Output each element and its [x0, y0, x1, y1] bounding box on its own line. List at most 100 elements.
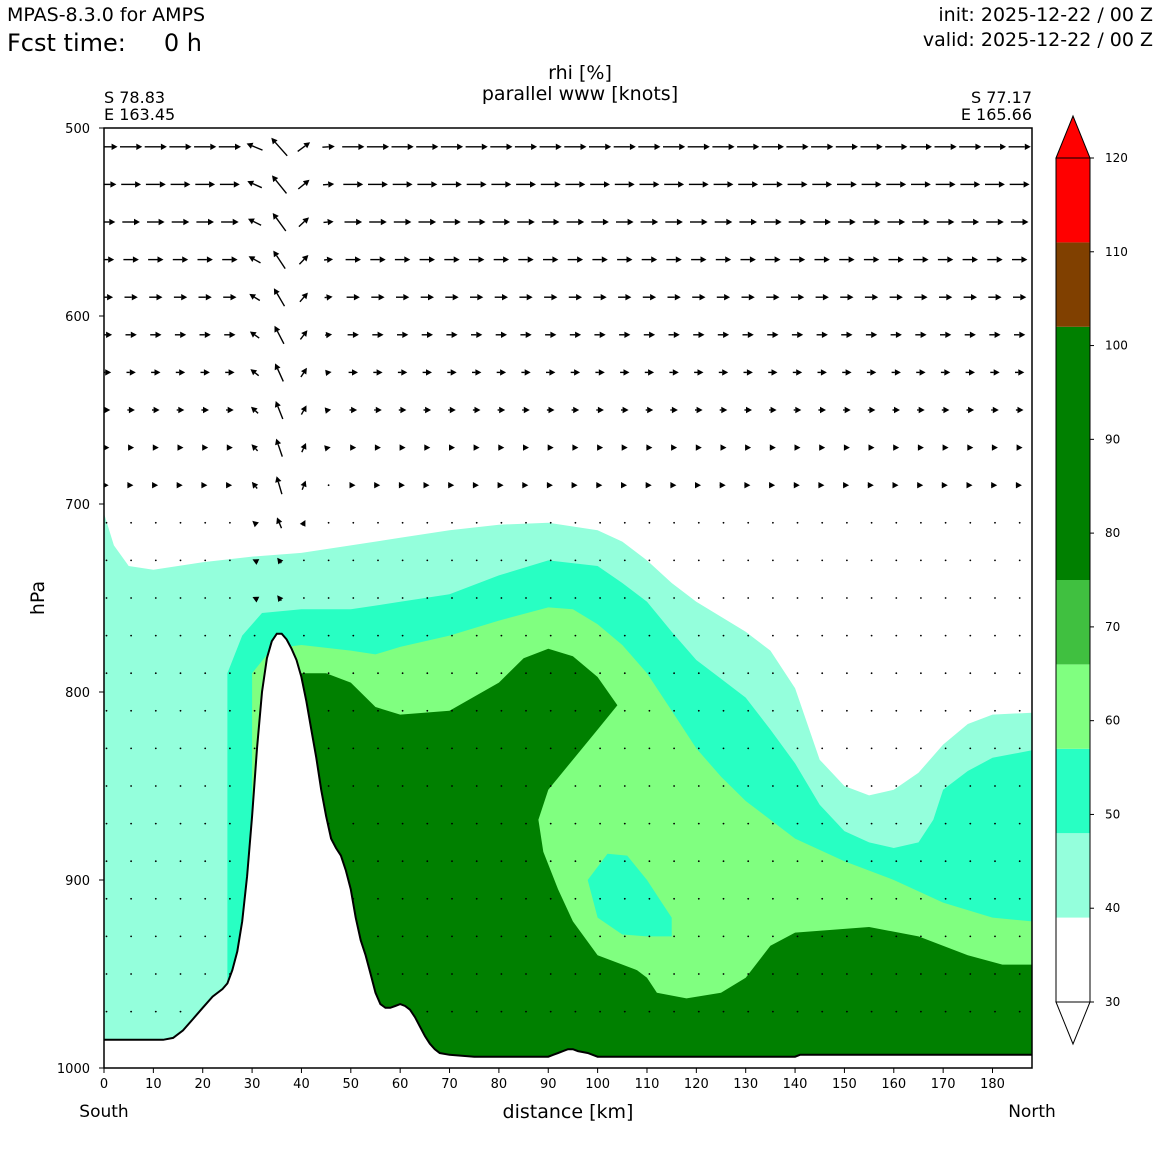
wind-arrow-head — [746, 406, 752, 414]
wind-arrow — [942, 444, 949, 451]
wind-arrow — [275, 438, 283, 457]
wind-arrow — [944, 973, 947, 975]
wind-arrow-head — [995, 294, 1002, 301]
x-tick-label: 110 — [635, 1077, 660, 1092]
wind-arrow — [963, 294, 977, 301]
wind-arrow — [498, 444, 505, 451]
wind-arrow-head — [753, 143, 760, 150]
wind-arrow — [863, 256, 880, 263]
wind-arrow — [196, 218, 214, 226]
wind-arrow-head — [900, 181, 907, 188]
wind-arrow — [344, 218, 363, 226]
wind-arrow — [327, 597, 330, 599]
wind-arrow — [475, 634, 478, 637]
wind-arrow — [447, 369, 457, 376]
wind-arrow — [818, 482, 825, 489]
wind-arrow — [994, 822, 996, 825]
wind-arrow-head — [247, 180, 255, 187]
wind-arrow-head — [299, 520, 306, 527]
wind-arrow — [914, 294, 928, 301]
wind-arrow-head — [652, 218, 659, 226]
wind-arrow-head — [725, 256, 732, 263]
wind-arrow-head — [646, 444, 653, 451]
wind-arrow — [772, 597, 774, 599]
wind-arrow — [451, 860, 453, 863]
wind-arrow — [692, 294, 706, 301]
wind-arrow — [299, 292, 308, 303]
wind-arrow — [722, 559, 725, 562]
wind-arrow — [352, 521, 355, 524]
wind-arrow — [475, 973, 478, 975]
wind-arrow-head — [822, 294, 829, 301]
wind-arrow-head — [271, 137, 278, 145]
wind-arrow — [994, 897, 996, 900]
wind-arrow — [697, 860, 700, 863]
wind-arrow — [253, 672, 256, 675]
wind-arrow — [793, 482, 800, 489]
wind-arrow-head — [274, 363, 281, 371]
wind-arrow-head — [826, 181, 833, 188]
wind-arrow-head — [423, 482, 430, 489]
wind-arrow-head — [575, 331, 582, 338]
wind-arrow — [300, 367, 307, 378]
wind-arrow — [892, 406, 900, 414]
wind-arrow-head — [453, 256, 460, 263]
wind-arrow — [352, 634, 355, 637]
x-left-label: South — [79, 1102, 128, 1122]
wind-arrow — [623, 822, 626, 825]
wind-arrow — [179, 860, 182, 863]
wind-arrow-head — [425, 406, 432, 414]
wind-arrow-head — [375, 406, 382, 414]
wind-arrow-head — [966, 482, 973, 489]
wind-arrow — [154, 597, 157, 599]
wind-arrow — [599, 747, 601, 750]
wind-arrow-shaft — [252, 182, 263, 189]
wind-arrow-head — [111, 143, 118, 150]
wind-arrow — [764, 218, 782, 226]
wind-arrow-head — [598, 369, 605, 376]
wind-arrow — [988, 294, 1002, 301]
wind-arrow — [472, 369, 482, 376]
wind-arrow — [599, 559, 601, 562]
wind-arrow-head — [744, 482, 751, 489]
wind-arrow — [941, 482, 948, 489]
wind-arrow — [322, 143, 335, 150]
wind-arrow-head — [300, 405, 307, 413]
wind-arrow — [179, 709, 182, 712]
wind-arrow — [105, 597, 108, 599]
wind-arrow — [690, 218, 708, 226]
wind-arrow — [761, 143, 784, 150]
wind-arrow — [377, 672, 379, 675]
wind-arrow-shaft — [299, 334, 305, 340]
wind-arrow — [944, 822, 947, 825]
wind-arrow-head — [401, 369, 408, 376]
wind-arrow-head — [580, 143, 587, 150]
wind-arrow-head — [302, 217, 309, 224]
wind-arrow — [673, 559, 675, 562]
wind-arrow — [352, 672, 355, 675]
wind-arrow — [401, 822, 404, 825]
wind-arrow-shaft — [280, 599, 282, 602]
wind-arrow — [909, 143, 932, 150]
wind-arrow — [525, 785, 527, 787]
wind-arrow — [722, 672, 725, 675]
wind-arrow — [796, 559, 799, 562]
wind-arrow — [179, 973, 182, 975]
wind-arrow-head — [351, 406, 358, 414]
wind-arrow — [747, 747, 750, 750]
wind-arrow — [201, 406, 209, 414]
wind-arrow — [475, 822, 478, 825]
wind-arrow — [251, 481, 259, 489]
wind-arrow — [123, 256, 139, 263]
wind-arrow — [299, 520, 306, 527]
wind-arrow — [969, 559, 972, 562]
wind-arrow — [1018, 634, 1021, 637]
wind-arrow — [392, 181, 413, 188]
wind-arrow — [495, 331, 507, 338]
wind-arrow — [772, 785, 774, 787]
wind-arrow — [846, 897, 848, 900]
wind-arrow — [491, 181, 512, 188]
wind-arrow — [566, 218, 585, 226]
wind-arrow — [623, 672, 626, 675]
wind-arrow-head — [184, 181, 191, 188]
